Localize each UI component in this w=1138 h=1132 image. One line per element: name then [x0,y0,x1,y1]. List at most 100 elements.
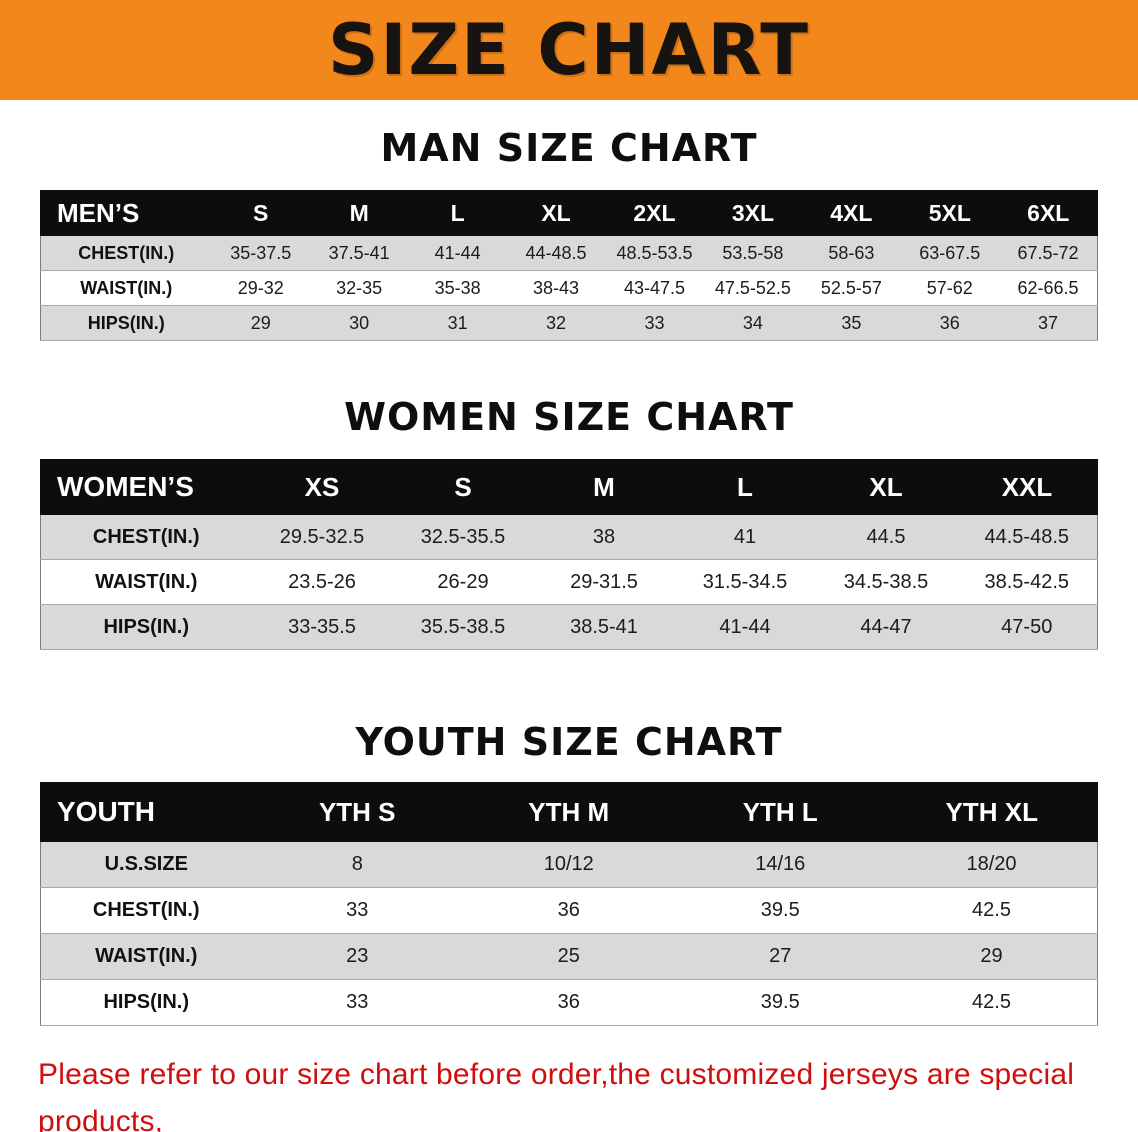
size-value-cell: 37 [999,305,1098,341]
table-header-row: MEN’S S M L XL 2XL 3XL 4XL 5XL 6XL [40,190,1098,236]
size-value-cell: 38.5-42.5 [956,559,1098,605]
table-row: WAIST(IN.) 23 25 27 29 [40,933,1098,980]
table-corner-header: MEN’S [40,190,212,236]
size-value-cell: 33 [605,305,704,341]
size-column-header: L [674,459,816,515]
size-value-cell: 44.5-48.5 [956,514,1098,560]
size-value-cell: 30 [309,305,409,341]
size-value-cell: 31 [408,305,507,341]
size-value-cell: 31.5-34.5 [674,559,816,605]
table-header-row: YOUTH YTH S YTH M YTH L YTH XL [40,782,1098,842]
size-value-cell: 57-62 [900,270,999,306]
page-title: SIZE CHART [327,9,811,91]
size-value-cell: 35-37.5 [211,235,310,271]
size-value-cell: 39.5 [674,979,886,1026]
size-value-cell: 52.5-57 [802,270,901,306]
size-value-cell: 42.5 [886,887,1098,934]
size-value-cell: 47.5-52.5 [703,270,803,306]
men-size-section: MAN SIZE CHART MEN’S S M L XL 2XL 3XL 4XL 5XL 6XL… [0,100,1138,341]
size-value-cell: 58-63 [802,235,901,271]
size-value-cell: 29 [886,933,1098,980]
size-column-header: 5XL [900,190,1000,236]
size-value-cell: 35-38 [408,270,507,306]
row-label: WAIST(IN.) [40,559,252,605]
size-column-header: S [392,459,534,515]
size-value-cell: 36 [463,887,675,934]
table-header-row: WOMEN’S XS S M L XL XXL [40,459,1098,515]
size-value-cell: 35.5-38.5 [392,604,534,650]
size-value-cell: 36 [900,305,999,341]
youth-section-heading: YOUTH SIZE CHART [355,720,783,764]
size-column-header: M [533,459,675,515]
size-value-cell: 62-66.5 [999,270,1098,306]
row-label: CHEST(IN.) [40,235,212,271]
size-column-header: 2XL [604,190,705,236]
women-size-section: WOMEN SIZE CHART WOMEN’S XS S M L XL XXL CHEST(… [0,341,1138,650]
table-row: CHEST(IN.) 33 36 39.5 42.5 [40,887,1098,934]
size-value-cell: 29-32 [211,270,310,306]
table-corner-header: YOUTH [40,782,252,842]
size-value-cell: 32 [506,305,606,341]
size-column-header: YTH L [674,782,887,842]
table-row: U.S.SIZE 8 10/12 14/16 18/20 [40,841,1098,888]
size-value-cell: 32.5-35.5 [392,514,534,560]
size-column-header: XL [506,190,606,236]
size-column-header: YTH XL [885,782,1098,842]
disclaimer-note: Please refer to our size chart before or… [0,1026,1138,1132]
size-value-cell: 34.5-38.5 [815,559,957,605]
size-value-cell: 34 [703,305,803,341]
size-value-cell: 32-35 [309,270,409,306]
row-label: CHEST(IN.) [40,887,252,934]
size-value-cell: 29 [211,305,310,341]
size-value-cell: 39.5 [674,887,886,934]
size-value-cell: 33 [251,887,463,934]
youth-size-section: YOUTH SIZE CHART YOUTH YTH S YTH M YTH L YTH… [0,650,1138,1026]
size-column-header: 6XL [998,190,1098,236]
size-value-cell: 8 [251,841,463,888]
size-value-cell: 18/20 [886,841,1098,888]
table-row: CHEST(IN.) 35-37.5 37.5-41 41-44 44-48.5 48.5… [40,235,1098,271]
table-row: HIPS(IN.) 29 30 31 32 33 34 35 36 37 [40,305,1098,341]
table-row: WAIST(IN.) 29-32 32-35 35-38 38-43 43-47.5 47.… [40,270,1098,306]
size-value-cell: 41-44 [674,604,816,650]
size-column-header: L [407,190,508,236]
size-column-header: S [210,190,311,236]
size-value-cell: 63-67.5 [900,235,999,271]
size-value-cell: 48.5-53.5 [605,235,704,271]
size-value-cell: 67.5-72 [999,235,1098,271]
row-label: HIPS(IN.) [40,604,252,650]
size-value-cell: 23 [251,933,463,980]
size-value-cell: 29-31.5 [533,559,675,605]
row-label: WAIST(IN.) [40,933,252,980]
size-value-cell: 44-47 [815,604,957,650]
youth-size-table: YOUTH YTH S YTH M YTH L YTH XL U.S.SIZE 8 10/12… [40,782,1098,1026]
row-label: CHEST(IN.) [40,514,252,560]
size-column-header: XL [815,459,957,515]
table-row: HIPS(IN.) 33 36 39.5 42.5 [40,979,1098,1026]
size-column-header: XS [251,459,393,515]
size-value-cell: 42.5 [886,979,1098,1026]
women-size-table: WOMEN’S XS S M L XL XXL CHEST(IN.) 29.5-32.5 32.5… [40,459,1098,650]
row-label: WAIST(IN.) [40,270,212,306]
size-value-cell: 26-29 [392,559,534,605]
table-row: HIPS(IN.) 33-35.5 35.5-38.5 38.5-41 41-44 44-… [40,604,1098,650]
size-column-header: XXL [956,459,1098,515]
size-value-cell: 33 [251,979,463,1026]
size-value-cell: 33-35.5 [251,604,393,650]
size-value-cell: 41 [674,514,816,560]
size-value-cell: 43-47.5 [605,270,704,306]
size-column-header: YTH M [462,782,675,842]
men-size-table: MEN’S S M L XL 2XL 3XL 4XL 5XL 6XL CHEST(IN.) 35-37… [40,190,1098,341]
size-value-cell: 44-48.5 [506,235,606,271]
size-value-cell: 47-50 [956,604,1098,650]
size-value-cell: 38.5-41 [533,604,675,650]
size-value-cell: 25 [463,933,675,980]
size-value-cell: 53.5-58 [703,235,803,271]
size-value-cell: 41-44 [408,235,507,271]
size-value-cell: 38 [533,514,675,560]
size-value-cell: 29.5-32.5 [251,514,393,560]
size-value-cell: 38-43 [506,270,606,306]
women-section-heading: WOMEN SIZE CHART [344,395,794,439]
row-label: HIPS(IN.) [40,305,212,341]
